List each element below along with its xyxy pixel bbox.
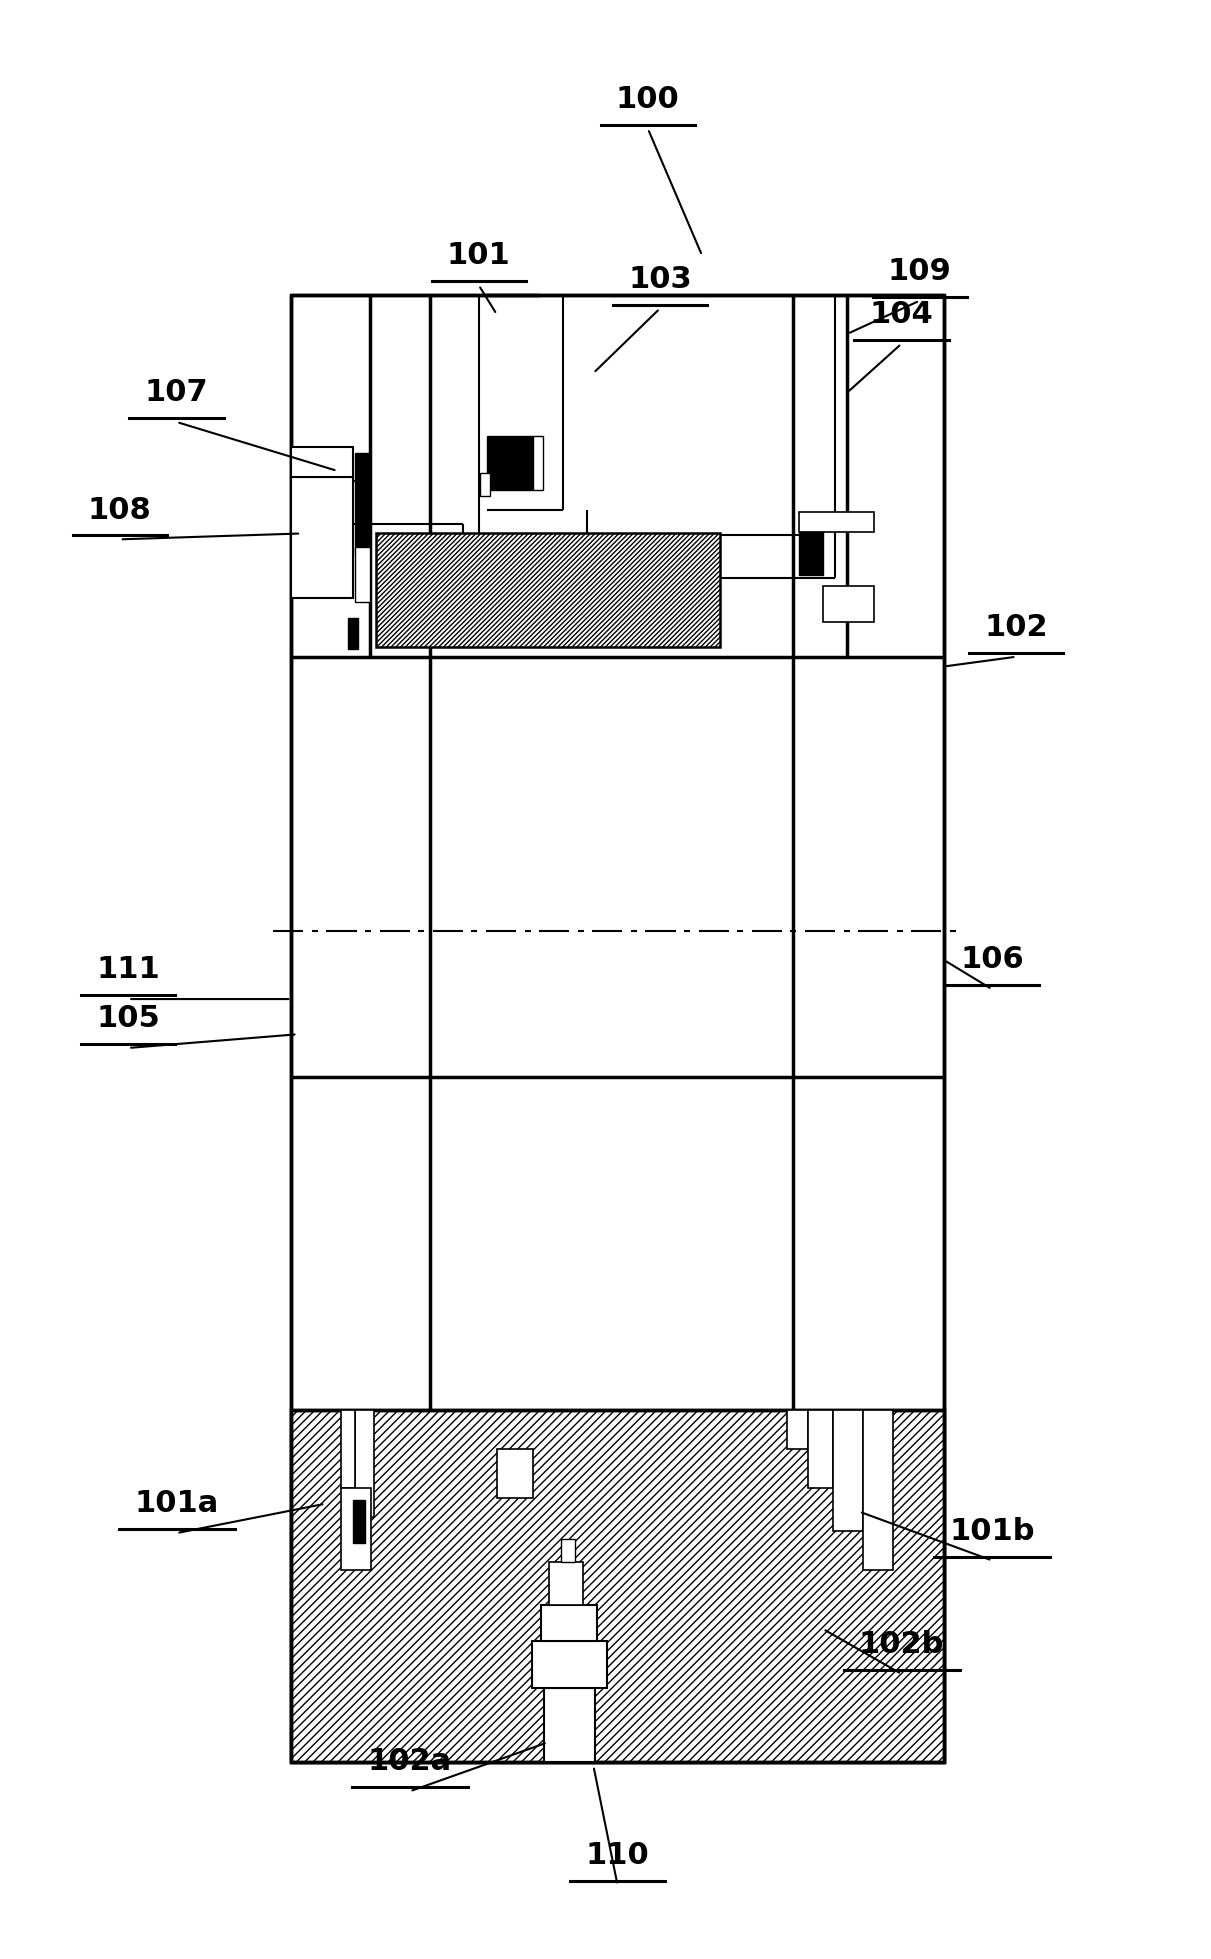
- Bar: [809, 1410, 833, 1489]
- Bar: [497, 1450, 533, 1499]
- Bar: [799, 531, 823, 574]
- Bar: [863, 1410, 893, 1571]
- Bar: [532, 1642, 607, 1687]
- Text: 110: 110: [586, 1841, 649, 1871]
- Bar: [355, 547, 369, 601]
- Bar: [799, 511, 873, 531]
- Bar: [292, 1410, 943, 1761]
- Bar: [355, 1410, 373, 1518]
- Bar: [533, 435, 543, 490]
- Bar: [480, 472, 489, 496]
- Text: 107: 107: [145, 378, 208, 407]
- Text: 104: 104: [869, 300, 934, 329]
- Bar: [342, 1410, 355, 1489]
- Text: 102b: 102b: [859, 1630, 945, 1659]
- Bar: [544, 1687, 595, 1761]
- Bar: [787, 1410, 809, 1450]
- Bar: [487, 435, 533, 490]
- Bar: [375, 533, 721, 646]
- Bar: [352, 1501, 365, 1544]
- Bar: [355, 453, 369, 554]
- Text: 101: 101: [447, 241, 511, 270]
- Bar: [342, 1489, 371, 1571]
- Bar: [292, 476, 352, 597]
- Text: 106: 106: [960, 946, 1025, 974]
- Text: 108: 108: [88, 496, 151, 525]
- Text: 102: 102: [985, 613, 1048, 643]
- Bar: [549, 1563, 582, 1606]
- Text: 101b: 101b: [949, 1516, 1035, 1546]
- Text: 101a: 101a: [134, 1489, 219, 1518]
- Bar: [823, 586, 873, 621]
- Text: 103: 103: [629, 264, 691, 294]
- Text: 109: 109: [888, 257, 952, 286]
- Bar: [292, 294, 943, 1761]
- Bar: [292, 447, 352, 476]
- Bar: [541, 1606, 597, 1642]
- Bar: [348, 617, 357, 648]
- Text: 111: 111: [97, 956, 160, 983]
- Bar: [561, 1540, 575, 1563]
- Text: 105: 105: [97, 1005, 160, 1032]
- Bar: [833, 1410, 863, 1532]
- Text: 100: 100: [616, 84, 679, 114]
- Text: 102a: 102a: [368, 1747, 452, 1777]
